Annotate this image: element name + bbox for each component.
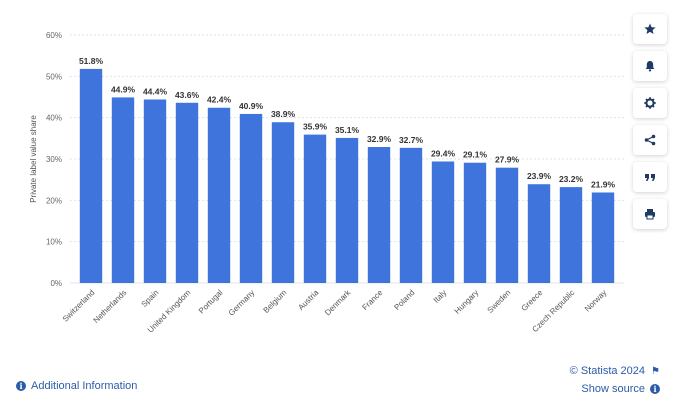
bell-icon	[645, 61, 655, 72]
show-source-link[interactable]: Show source i	[570, 380, 660, 398]
quote-icon	[645, 174, 655, 181]
bar-chart: 0% 10% 20% 30% 40% 50% 60% Private label value …	[29, 31, 624, 335]
bar	[79, 68, 103, 283]
flag-icon[interactable]: ⚑	[651, 365, 660, 377]
x-tick-label: Norway	[583, 288, 609, 314]
gear-icon	[644, 97, 656, 109]
x-tick-label: Spain	[140, 288, 161, 309]
data-label: 42.4%	[207, 95, 232, 105]
bar	[431, 161, 455, 283]
x-tick-label: Sweden	[486, 288, 513, 315]
bar	[239, 113, 263, 284]
y-tick-label: 10%	[46, 238, 62, 247]
share-icon	[644, 134, 656, 146]
additional-information-label: Additional Information	[31, 380, 138, 392]
data-label: 27.9%	[495, 155, 520, 165]
data-label: 38.9%	[271, 109, 296, 119]
data-label: 44.9%	[111, 84, 136, 94]
x-tick-label: Denmark	[323, 287, 353, 317]
x-tick-label: France	[360, 288, 384, 312]
y-tick-label: 60%	[46, 31, 62, 40]
bar	[143, 99, 167, 283]
bar	[175, 102, 199, 283]
x-tick-label: Netherlands	[92, 288, 129, 325]
bar	[207, 107, 231, 283]
bar	[111, 97, 135, 283]
chart-svg: 0% 10% 20% 30% 40% 50% 60% Private label value …	[29, 31, 624, 335]
data-label: 21.9%	[591, 179, 616, 189]
y-axis-title: Private label value share	[29, 115, 38, 203]
y-tick-label: 40%	[46, 114, 62, 123]
data-label: 43.6%	[175, 90, 200, 100]
data-label: 32.9%	[367, 134, 392, 144]
x-tick-label: Belgium	[262, 288, 289, 315]
data-label: 35.9%	[303, 122, 328, 132]
notification-button[interactable]	[633, 51, 667, 81]
additional-information-link[interactable]: i Additional Information	[16, 380, 137, 392]
y-tick-label: 30%	[46, 155, 62, 164]
bar	[303, 134, 327, 283]
settings-button[interactable]	[633, 88, 667, 118]
data-label: 44.4%	[143, 86, 168, 96]
sidebar-toolbar	[633, 14, 669, 236]
data-label: 32.7%	[399, 135, 424, 145]
bar	[399, 147, 423, 283]
footer-right: © Statista 2024 ⚑ Show source i	[570, 362, 660, 398]
data-label: 51.8%	[79, 56, 104, 66]
x-tick-label: Austria	[296, 288, 320, 312]
data-label: 23.2%	[559, 174, 584, 184]
show-source-label: Show source	[581, 383, 645, 395]
bar	[463, 162, 487, 283]
share-button[interactable]	[633, 125, 667, 155]
bar	[495, 167, 519, 283]
data-label: 35.1%	[335, 125, 360, 135]
x-tick-label: Italy	[432, 288, 449, 305]
data-label: 29.1%	[463, 150, 488, 160]
bar	[527, 184, 551, 283]
info-icon: i	[650, 384, 660, 394]
y-tick-label: 0%	[50, 279, 62, 288]
x-tick-label: Hungary	[453, 288, 481, 316]
info-icon: i	[16, 381, 26, 391]
bar	[335, 137, 359, 283]
printer-icon	[645, 209, 655, 220]
bar	[591, 192, 615, 283]
x-tick-label: Germany	[227, 288, 257, 318]
data-label: 40.9%	[239, 101, 264, 111]
copyright-text: © Statista 2024	[569, 365, 646, 377]
bar	[367, 147, 391, 283]
cite-button[interactable]	[633, 162, 667, 192]
data-label: 29.4%	[431, 148, 456, 158]
bar	[271, 122, 295, 283]
bar	[559, 187, 583, 283]
y-tick-label: 50%	[46, 72, 62, 81]
print-button[interactable]	[633, 199, 667, 229]
data-label: 23.9%	[527, 171, 552, 181]
x-tick-label: Poland	[392, 288, 416, 312]
x-tick-label: Portugal	[197, 288, 225, 316]
favorite-button[interactable]	[633, 14, 667, 44]
x-tick-label: Greece	[519, 288, 544, 313]
star-icon	[644, 23, 656, 34]
y-tick-label: 20%	[46, 196, 62, 205]
